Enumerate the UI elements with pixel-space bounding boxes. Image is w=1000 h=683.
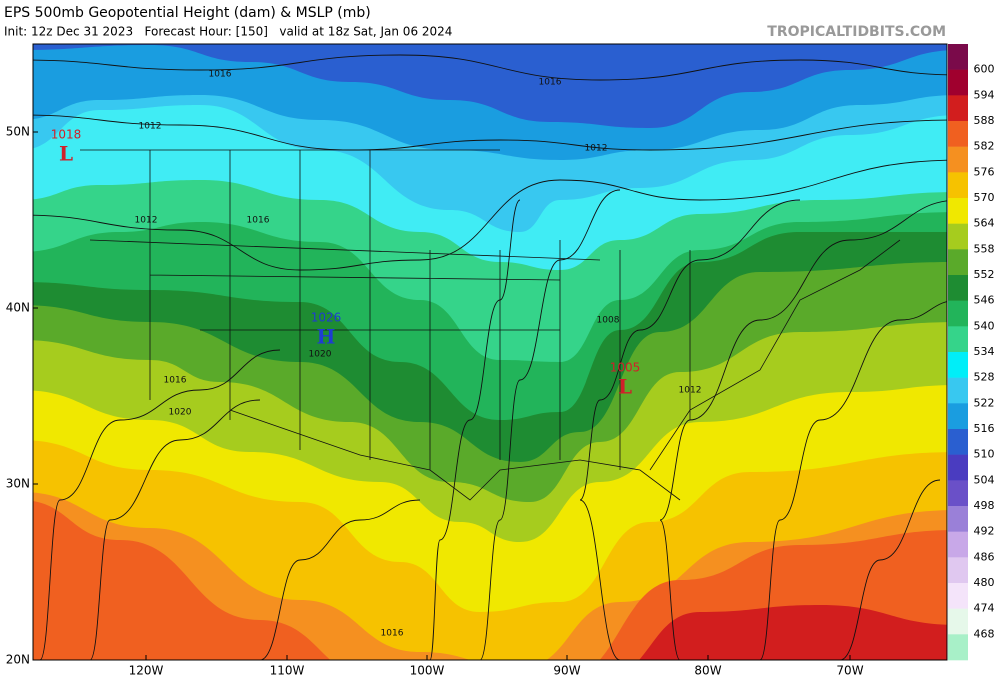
isobar-label: 1012	[679, 386, 702, 396]
colorbar-label: 498	[974, 499, 995, 512]
isobar	[89, 399, 261, 660]
colorbar-label: 552	[974, 268, 995, 281]
isobar-label: 1012	[135, 216, 158, 226]
pressure-letter: H	[317, 325, 336, 349]
colorbar-label: 516	[974, 422, 995, 435]
colorbar-swatch	[948, 326, 968, 353]
lat-label: 40N	[6, 301, 30, 315]
lon-label: 70W	[836, 664, 863, 678]
colorbar-label: 534	[974, 345, 995, 358]
isobar-label: 1016	[209, 70, 232, 80]
lon-label: 100W	[410, 664, 445, 678]
colorbar-label: 594	[974, 88, 995, 101]
colorbar-label: 570	[974, 191, 995, 204]
pressure-letter: L	[618, 375, 632, 399]
lon-label: 120W	[129, 664, 164, 678]
colorbar-swatch	[948, 44, 968, 70]
colorbar-swatch	[948, 557, 968, 584]
isobar	[429, 199, 521, 660]
colorbar-swatch	[948, 454, 968, 481]
isobar-label: 1016	[247, 216, 270, 226]
colorbar-swatch	[948, 249, 968, 276]
isobar-label: 1016	[164, 376, 187, 386]
isobar	[479, 189, 621, 660]
isobar-label: 1012	[585, 144, 608, 154]
pressure-value: 1018	[51, 128, 82, 142]
colorbar: 600 594 588 582 576 570 564 558 552 546 540 534 528 5…	[948, 44, 995, 661]
colorbar-label: 468	[974, 627, 995, 640]
colorbar-swatch	[948, 480, 968, 507]
isobar-label: 1020	[309, 350, 332, 360]
isobar-label: 1016	[539, 78, 562, 88]
isobar	[33, 54, 947, 81]
pressure-value: 1026	[311, 311, 342, 325]
isobar	[839, 479, 941, 660]
isobar-label: 1012	[139, 122, 162, 132]
colorbar-label: 480	[974, 576, 995, 589]
colorbar-swatch	[948, 198, 968, 224]
colorbar-label: 492	[974, 525, 995, 538]
pressure-letter: L	[59, 142, 73, 166]
isobar	[259, 499, 421, 660]
colorbar-swatch	[948, 352, 968, 378]
colorbar-swatch	[948, 121, 968, 147]
colorbar-label: 486	[974, 550, 995, 563]
subtitle: Init: 12z Dec 31 2023 Forecast Hour: [15…	[4, 25, 452, 39]
colorbar-swatch	[948, 300, 968, 327]
lat-label: 50N	[6, 125, 30, 139]
colorbar-label: 528	[974, 371, 995, 384]
isobar	[39, 349, 281, 660]
colorbar-label: 546	[974, 294, 995, 307]
colorbar-swatch	[948, 634, 968, 661]
colorbar-label: 504	[974, 473, 995, 486]
isobar-label: 1016	[381, 629, 404, 639]
colorbar-label: 558	[974, 242, 995, 255]
isobar-label: 1020	[169, 408, 192, 418]
colorbar-swatch	[948, 223, 968, 250]
site: TROPICALTIDBITS.COM	[767, 24, 946, 40]
colorbar-label: 588	[974, 114, 995, 127]
isobar-label: 1008	[597, 316, 620, 326]
lat-label: 20N	[6, 653, 30, 667]
colorbar-swatch	[948, 531, 968, 558]
colorbar-swatch	[948, 403, 968, 430]
lon-label: 90W	[553, 664, 580, 678]
colorbar-swatch	[948, 583, 968, 609]
border	[80, 149, 901, 501]
colorbar-swatch	[948, 95, 968, 122]
colorbar-label: 474	[974, 602, 995, 615]
colorbar-swatch	[948, 69, 968, 96]
colorbar-swatch	[948, 377, 968, 404]
colorbar-swatch	[948, 506, 968, 532]
colorbar-label: 564	[974, 217, 995, 230]
colorbar-swatch	[948, 172, 968, 199]
colorbar-label: 582	[974, 140, 995, 153]
colorbar-label: 522	[974, 396, 995, 409]
lon-label: 80W	[694, 664, 721, 678]
colorbar-label: 576	[974, 165, 995, 178]
colorbar-label: 510	[974, 448, 995, 461]
colorbar-swatch	[948, 146, 968, 173]
isobar	[33, 114, 947, 151]
map-frame	[32, 43, 948, 661]
pressure-value: 1005	[610, 361, 641, 375]
colorbar-swatch	[948, 275, 968, 301]
colorbar-label: 540	[974, 319, 995, 332]
colorbar-swatch	[948, 608, 968, 635]
colorbar-swatch	[948, 429, 968, 455]
isobar	[579, 199, 801, 660]
band	[639, 605, 947, 660]
band	[33, 501, 331, 660]
colorbar-label: 600	[974, 63, 995, 76]
lon-label: 110W	[270, 664, 305, 678]
isobar	[659, 200, 947, 660]
map	[33, 44, 947, 660]
title: EPS 500mb Geopotential Height (dam) & MS…	[4, 5, 371, 21]
lat-label: 30N	[6, 477, 30, 491]
isobar	[759, 301, 947, 660]
